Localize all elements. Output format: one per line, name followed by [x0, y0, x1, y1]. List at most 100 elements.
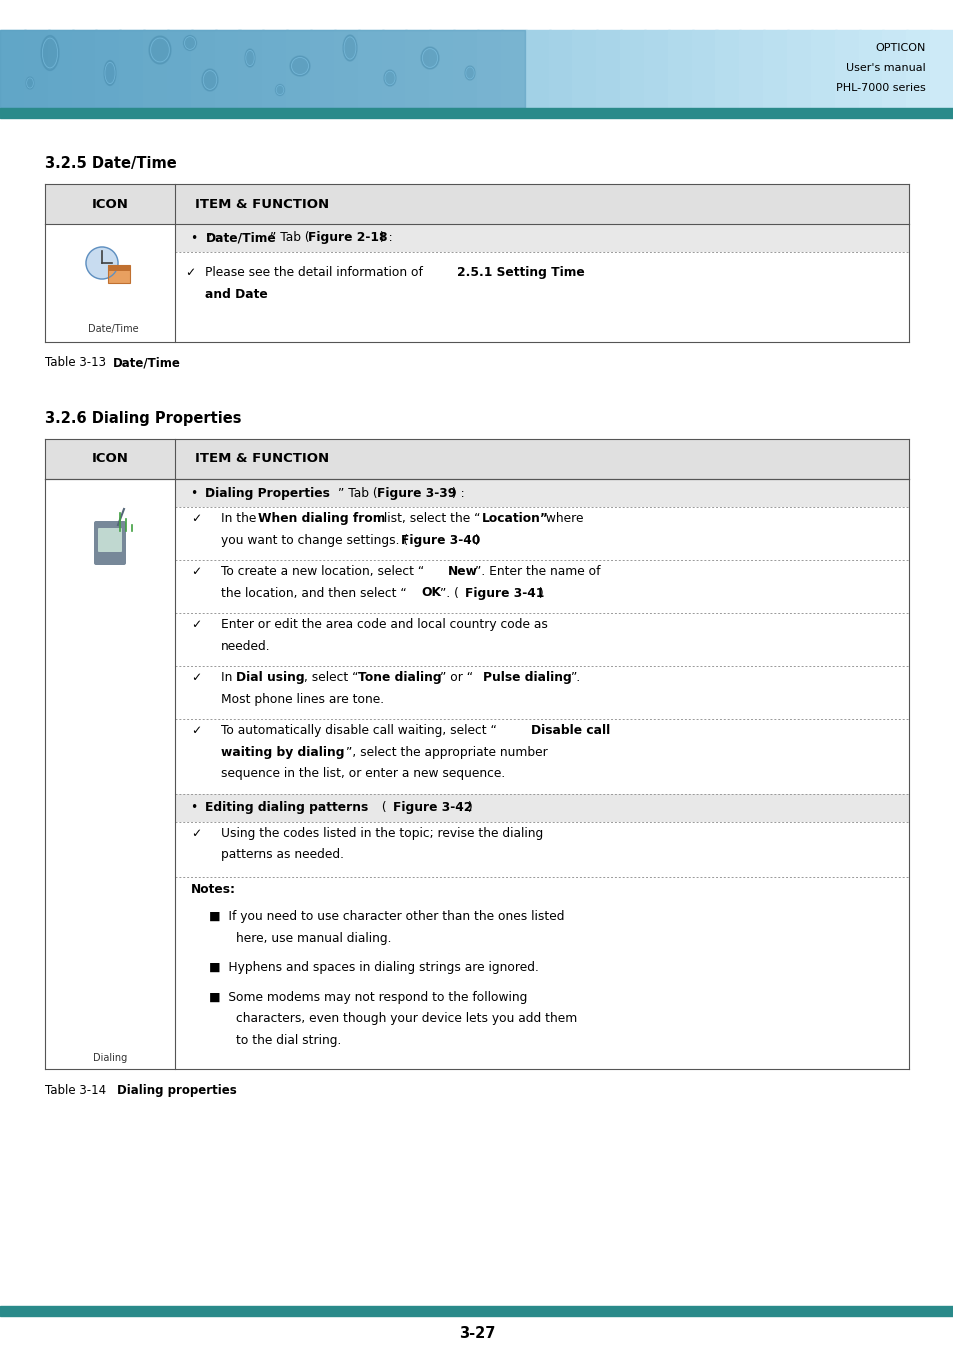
Text: Pulse dialing: Pulse dialing: [482, 671, 571, 684]
Bar: [524, 30, 550, 108]
Text: Tone dialing: Tone dialing: [357, 671, 441, 684]
Text: Table 3-13: Table 3-13: [45, 357, 110, 369]
Bar: [45, 184, 908, 224]
Bar: [500, 30, 526, 108]
Text: ”, select the appropriate number: ”, select the appropriate number: [346, 746, 547, 758]
Bar: [310, 30, 335, 108]
Bar: [929, 30, 953, 108]
Bar: [858, 30, 883, 108]
Text: here, use manual dialing.: here, use manual dialing.: [235, 931, 391, 944]
Text: When dialing from: When dialing from: [257, 512, 385, 526]
Bar: [95, 30, 121, 108]
Text: Dialing: Dialing: [92, 1052, 127, 1063]
Bar: [762, 30, 788, 108]
Text: you want to change settings. (: you want to change settings. (: [221, 534, 408, 547]
Text: ✓: ✓: [191, 724, 201, 738]
Text: Location”: Location”: [481, 512, 548, 526]
Bar: [238, 30, 264, 108]
Bar: [108, 265, 130, 272]
Text: patterns as needed.: patterns as needed.: [221, 848, 344, 861]
Text: ) :: ) :: [380, 231, 393, 245]
Text: where: where: [541, 512, 583, 526]
Text: sequence in the list, or enter a new sequence.: sequence in the list, or enter a new seq…: [221, 767, 505, 780]
Bar: [882, 30, 907, 108]
Text: OK: OK: [420, 586, 440, 600]
Text: Figure 3-41: Figure 3-41: [464, 586, 544, 600]
Text: ” or “: ” or “: [439, 671, 473, 684]
Text: , select “: , select “: [304, 671, 358, 684]
Text: Dial using: Dial using: [235, 671, 304, 684]
Bar: [262, 30, 288, 108]
Bar: [119, 30, 145, 108]
Text: needed.: needed.: [221, 639, 271, 653]
Text: ”.: ”.: [571, 671, 580, 684]
Circle shape: [86, 247, 118, 280]
Text: 3.2.6 Dialing Properties: 3.2.6 Dialing Properties: [45, 411, 241, 426]
Text: Enter or edit the area code and local country code as: Enter or edit the area code and local co…: [221, 617, 547, 631]
Text: ✓: ✓: [191, 671, 201, 684]
Bar: [381, 30, 407, 108]
Text: Date/Time: Date/Time: [112, 357, 181, 369]
Text: PHL-7000 series: PHL-7000 series: [836, 82, 925, 93]
Text: Dialing properties: Dialing properties: [117, 1084, 236, 1097]
Text: Figure 3-40: Figure 3-40: [400, 534, 480, 547]
Text: Using the codes listed in the topic; revise the dialing: Using the codes listed in the topic; rev…: [221, 827, 542, 839]
Ellipse shape: [420, 47, 438, 69]
Text: ): ): [537, 586, 542, 600]
Bar: [548, 30, 574, 108]
Bar: [691, 30, 717, 108]
Ellipse shape: [149, 36, 171, 63]
Text: Notes:: Notes:: [191, 882, 235, 896]
Bar: [643, 30, 669, 108]
Text: 3.2.5 Date/Time: 3.2.5 Date/Time: [45, 155, 176, 172]
Bar: [453, 30, 478, 108]
Text: the location, and then select “: the location, and then select “: [221, 586, 406, 600]
Bar: [572, 30, 598, 108]
Ellipse shape: [41, 35, 59, 70]
Text: ■  Hyphens and spaces in dialing strings are ignored.: ■ Hyphens and spaces in dialing strings …: [209, 961, 538, 974]
Text: Editing dialing patterns: Editing dialing patterns: [205, 801, 369, 815]
Bar: [739, 30, 764, 108]
Ellipse shape: [202, 69, 218, 91]
Bar: [167, 30, 193, 108]
Text: Table 3-14: Table 3-14: [45, 1084, 110, 1097]
Text: ITEM & FUNCTION: ITEM & FUNCTION: [194, 453, 329, 466]
Text: Figure 3-39: Figure 3-39: [376, 486, 456, 500]
Bar: [45, 480, 908, 1069]
Ellipse shape: [245, 49, 254, 68]
Text: In the: In the: [221, 512, 260, 526]
Bar: [174, 793, 908, 821]
Text: ✓: ✓: [191, 512, 201, 526]
Text: to the dial string.: to the dial string.: [235, 1034, 341, 1047]
Text: •  “: • “: [191, 231, 213, 245]
Text: ✓: ✓: [185, 266, 195, 280]
FancyBboxPatch shape: [94, 521, 126, 565]
Bar: [0, 1306, 953, 1316]
Text: ✓: ✓: [191, 617, 201, 631]
Bar: [834, 30, 860, 108]
Bar: [286, 30, 312, 108]
Text: ”. (: ”. (: [439, 586, 458, 600]
Bar: [174, 224, 908, 253]
FancyBboxPatch shape: [98, 528, 122, 553]
Ellipse shape: [290, 55, 310, 76]
Bar: [0, 108, 953, 118]
Bar: [24, 30, 50, 108]
Text: ■  If you need to use character other than the ones listed: ■ If you need to use character other tha…: [209, 911, 564, 923]
Text: ” Tab (: ” Tab (: [271, 231, 310, 245]
Text: Dialing Properties: Dialing Properties: [205, 486, 330, 500]
Ellipse shape: [183, 35, 196, 50]
Text: ): ): [474, 534, 478, 547]
Bar: [143, 30, 169, 108]
Text: ) :: ) :: [452, 486, 464, 500]
Bar: [334, 30, 359, 108]
Text: ” Tab (: ” Tab (: [338, 486, 377, 500]
Ellipse shape: [275, 85, 284, 96]
Text: Disable call: Disable call: [531, 724, 610, 738]
Ellipse shape: [384, 70, 395, 86]
Bar: [108, 265, 130, 282]
Text: 2.5.1 Setting Time: 2.5.1 Setting Time: [456, 266, 584, 280]
Text: ICON: ICON: [91, 453, 129, 466]
Ellipse shape: [26, 77, 34, 89]
Text: and Date: and Date: [205, 288, 268, 301]
